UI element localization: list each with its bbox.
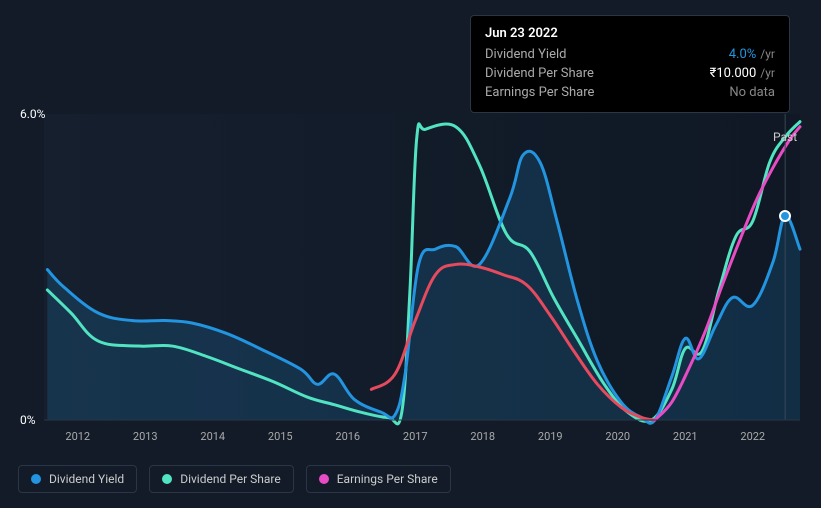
legend-item[interactable]: Dividend Per Share <box>149 465 294 493</box>
x-axis-tick: 2013 <box>133 430 158 443</box>
tooltip-row-value: 4.0% <box>729 47 757 62</box>
legend-item[interactable]: Earnings Per Share <box>306 465 451 493</box>
tooltip-row: Dividend Yield 4.0%/yr <box>485 45 775 64</box>
legend-dot <box>31 474 41 484</box>
tooltip-row-label: Dividend Per Share <box>485 66 594 81</box>
cursor-dot <box>779 210 791 222</box>
legend-item-label: Earnings Per Share <box>337 472 438 486</box>
tooltip-row-suffix: /yr <box>760 47 775 61</box>
legend-dot <box>319 474 329 484</box>
y-axis-tick: 0% <box>20 413 36 427</box>
x-axis-tick: 2016 <box>335 430 360 443</box>
legend-item[interactable]: Dividend Yield <box>18 465 137 493</box>
legend-item-label: Dividend Yield <box>49 472 124 486</box>
tooltip-row: Dividend Per Share ₹10.000/yr <box>485 64 775 83</box>
x-axis-tick: 2022 <box>740 430 765 443</box>
past-marker-label: Past <box>773 130 797 144</box>
x-axis-tick: 2021 <box>673 430 698 443</box>
legend-dot <box>162 474 172 484</box>
tooltip-row-value: No data <box>729 85 775 100</box>
y-axis-tick: 6.0% <box>20 107 45 121</box>
tooltip-date: Jun 23 2022 <box>485 26 775 41</box>
legend-item-label: Dividend Per Share <box>180 472 281 486</box>
chart-tooltip: Jun 23 2022 Dividend Yield4.0%/yrDividen… <box>470 15 790 113</box>
tooltip-row-label: Dividend Yield <box>485 47 566 62</box>
x-axis-tick: 2012 <box>65 430 90 443</box>
x-axis-tick: 2019 <box>538 430 563 443</box>
tooltip-row: Earnings Per Share No data <box>485 83 775 102</box>
tooltip-row-suffix: /yr <box>760 66 775 80</box>
x-axis-tick: 2015 <box>268 430 293 443</box>
x-axis-tick: 2017 <box>403 430 428 443</box>
chart-legend: Dividend Yield Dividend Per Share Earnings… <box>18 465 451 493</box>
x-axis-tick: 2020 <box>605 430 630 443</box>
tooltip-row-value: ₹10.000 <box>710 66 757 81</box>
x-axis-tick: 2018 <box>470 430 495 443</box>
tooltip-row-label: Earnings Per Share <box>485 85 594 100</box>
x-axis-tick: 2014 <box>200 430 225 443</box>
